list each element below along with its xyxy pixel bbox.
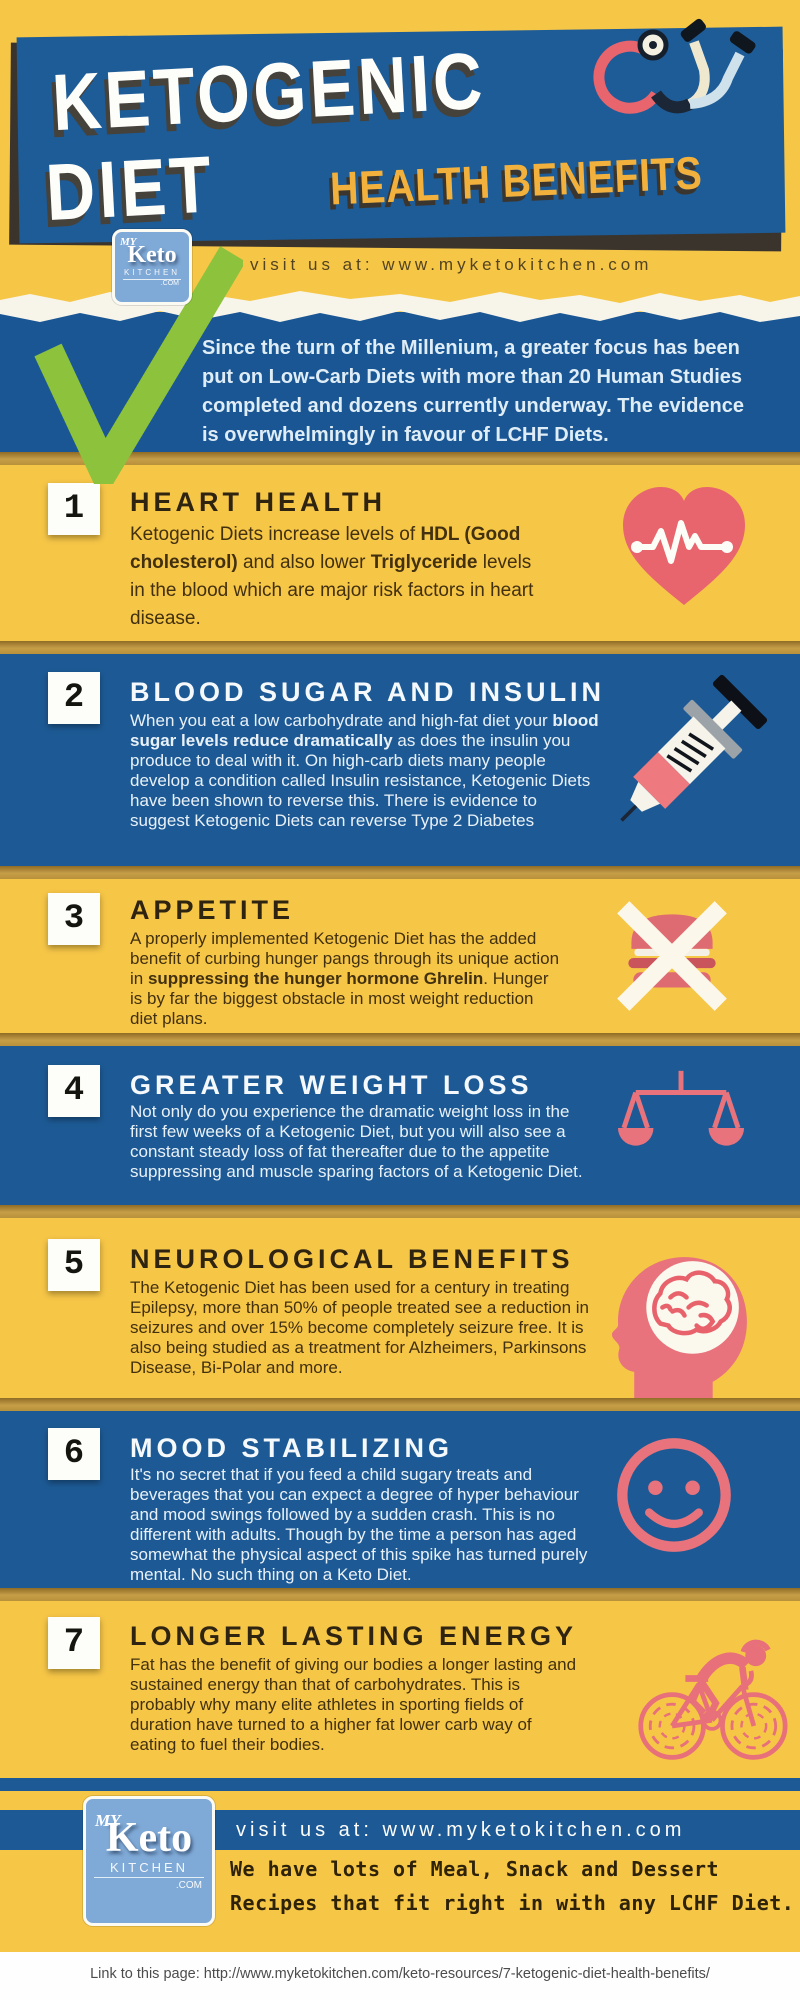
intro-text: Since the turn of the Millenium, a great…: [202, 337, 744, 446]
footer-tagline-line1: We have lots of Meal, Snack and Dessert: [230, 1857, 720, 1881]
section-5-number-badge: 5: [48, 1239, 100, 1291]
syringe-icon: [620, 674, 768, 822]
divider-stripe: [0, 866, 800, 879]
logo-my-text: MY: [120, 236, 137, 248]
section-6-title: MOOD STABILIZING: [130, 1433, 453, 1463]
divider-stripe: [0, 1033, 800, 1046]
smiley-icon: [617, 1438, 731, 1552]
divider-stripe: [0, 452, 800, 465]
logo-kitchen-text: KITCHEN: [123, 268, 181, 280]
section-2-body: When you eat a low carbohydrate and high…: [130, 711, 599, 830]
section-1-body: Ketogenic Diets increase levels of HDL (…: [130, 524, 534, 629]
section-7-body: Fat has the benefit of giving our bodies…: [130, 1655, 577, 1754]
section-4-body: Not only do you experience the dramatic …: [130, 1102, 583, 1181]
brain-head-icon: [611, 1257, 747, 1398]
brand-logo: MY Keto KITCHEN .COM: [112, 229, 192, 305]
section-7-number-badge: 7: [48, 1617, 100, 1669]
section-1-title: HEART HEALTH: [130, 487, 386, 517]
logo-com-text: .COM: [160, 280, 179, 287]
divider-stripe: [0, 641, 800, 654]
section-4-title: GREATER WEIGHT LOSS: [130, 1070, 533, 1100]
section-6-body: It's no secret that if you feed a child …: [130, 1465, 588, 1584]
no-burger-icon: [617, 901, 727, 1011]
divider-stripe: [0, 1588, 800, 1601]
section-1-number-badge: 1: [48, 483, 100, 535]
brand-logo-footer: MY Keto KITCHEN .COM: [83, 1796, 215, 1926]
visit-us-link-bottom[interactable]: visit us at: www.myketokitchen.com: [236, 1819, 686, 1841]
checkmark-icon: [34, 246, 243, 484]
section-3-number-badge: 3: [48, 893, 100, 945]
section-3-body: A properly implemented Ketogenic Diet ha…: [130, 929, 560, 1028]
footer-white-strip: [0, 1952, 800, 2000]
section-2-title: BLOOD SUGAR AND INSULIN: [130, 677, 605, 707]
section-3-title: APPETITE: [130, 895, 295, 925]
page-title-line2: DIET: [43, 139, 217, 238]
logo-keto-text: Keto: [127, 242, 177, 268]
section-4-number-badge: 4: [48, 1065, 100, 1117]
section-4-panel: [0, 1046, 800, 1205]
heart-ekg-icon: [623, 487, 745, 605]
logo-keto-text: Keto: [105, 1815, 193, 1861]
footer-stripe: [0, 1778, 800, 1791]
stethoscope-icon: [593, 18, 756, 114]
section-7-title: LONGER LASTING ENERGY: [130, 1621, 578, 1651]
page-link[interactable]: Link to this page: http://www.myketokitc…: [90, 1966, 710, 1982]
logo-kitchen-text: KITCHEN: [94, 1860, 204, 1878]
footer-tagline-line2: Recipes that fit right in with any LCHF …: [230, 1891, 795, 1915]
section-2-number-badge: 2: [48, 672, 100, 724]
cyclist-icon: [638, 1639, 788, 1760]
section-5-title: NEUROLOGICAL BENEFITS: [130, 1244, 574, 1274]
logo-com-text: .COM: [175, 1880, 202, 1891]
section-5-body: The Ketogenic Diet has been used for a c…: [130, 1278, 589, 1377]
section-6-number-badge: 6: [48, 1428, 100, 1480]
divider-stripe: [0, 1205, 800, 1218]
scales-icon: [618, 1070, 745, 1146]
divider-stripe: [0, 1398, 800, 1411]
logo-my-text: MY: [95, 1811, 121, 1830]
visit-us-link-top[interactable]: visit us at: www.myketokitchen.com: [250, 255, 653, 274]
